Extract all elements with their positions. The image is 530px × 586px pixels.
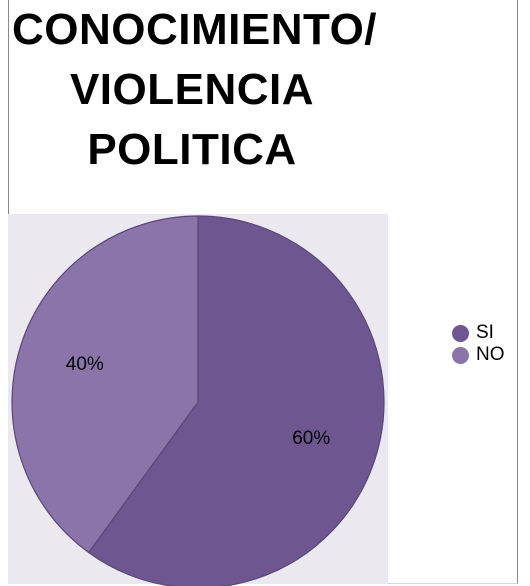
legend-label-si: SI	[476, 322, 494, 343]
chart-title-line-1: CONOCIMIENTO/	[12, 5, 378, 54]
chart-title-line-2: VIOLENCIA	[69, 65, 315, 114]
legend-label-no: NO	[476, 344, 505, 365]
data-label-si: 60%	[292, 428, 330, 449]
pie-slice-si	[87, 215, 385, 586]
legend: SI NO	[452, 322, 505, 366]
chart-title-line-3: POLITICA	[87, 125, 297, 174]
legend-swatch-no	[452, 346, 469, 364]
legend-item-no: NO	[452, 344, 505, 366]
data-label-no: 40%	[66, 354, 104, 375]
legend-item-si: SI	[452, 322, 505, 344]
pie-slice-no	[11, 215, 199, 554]
chart-title: CONOCIMIENTO/ VIOLENCIA POLITICA	[12, 0, 378, 180]
legend-swatch-si	[452, 324, 469, 342]
